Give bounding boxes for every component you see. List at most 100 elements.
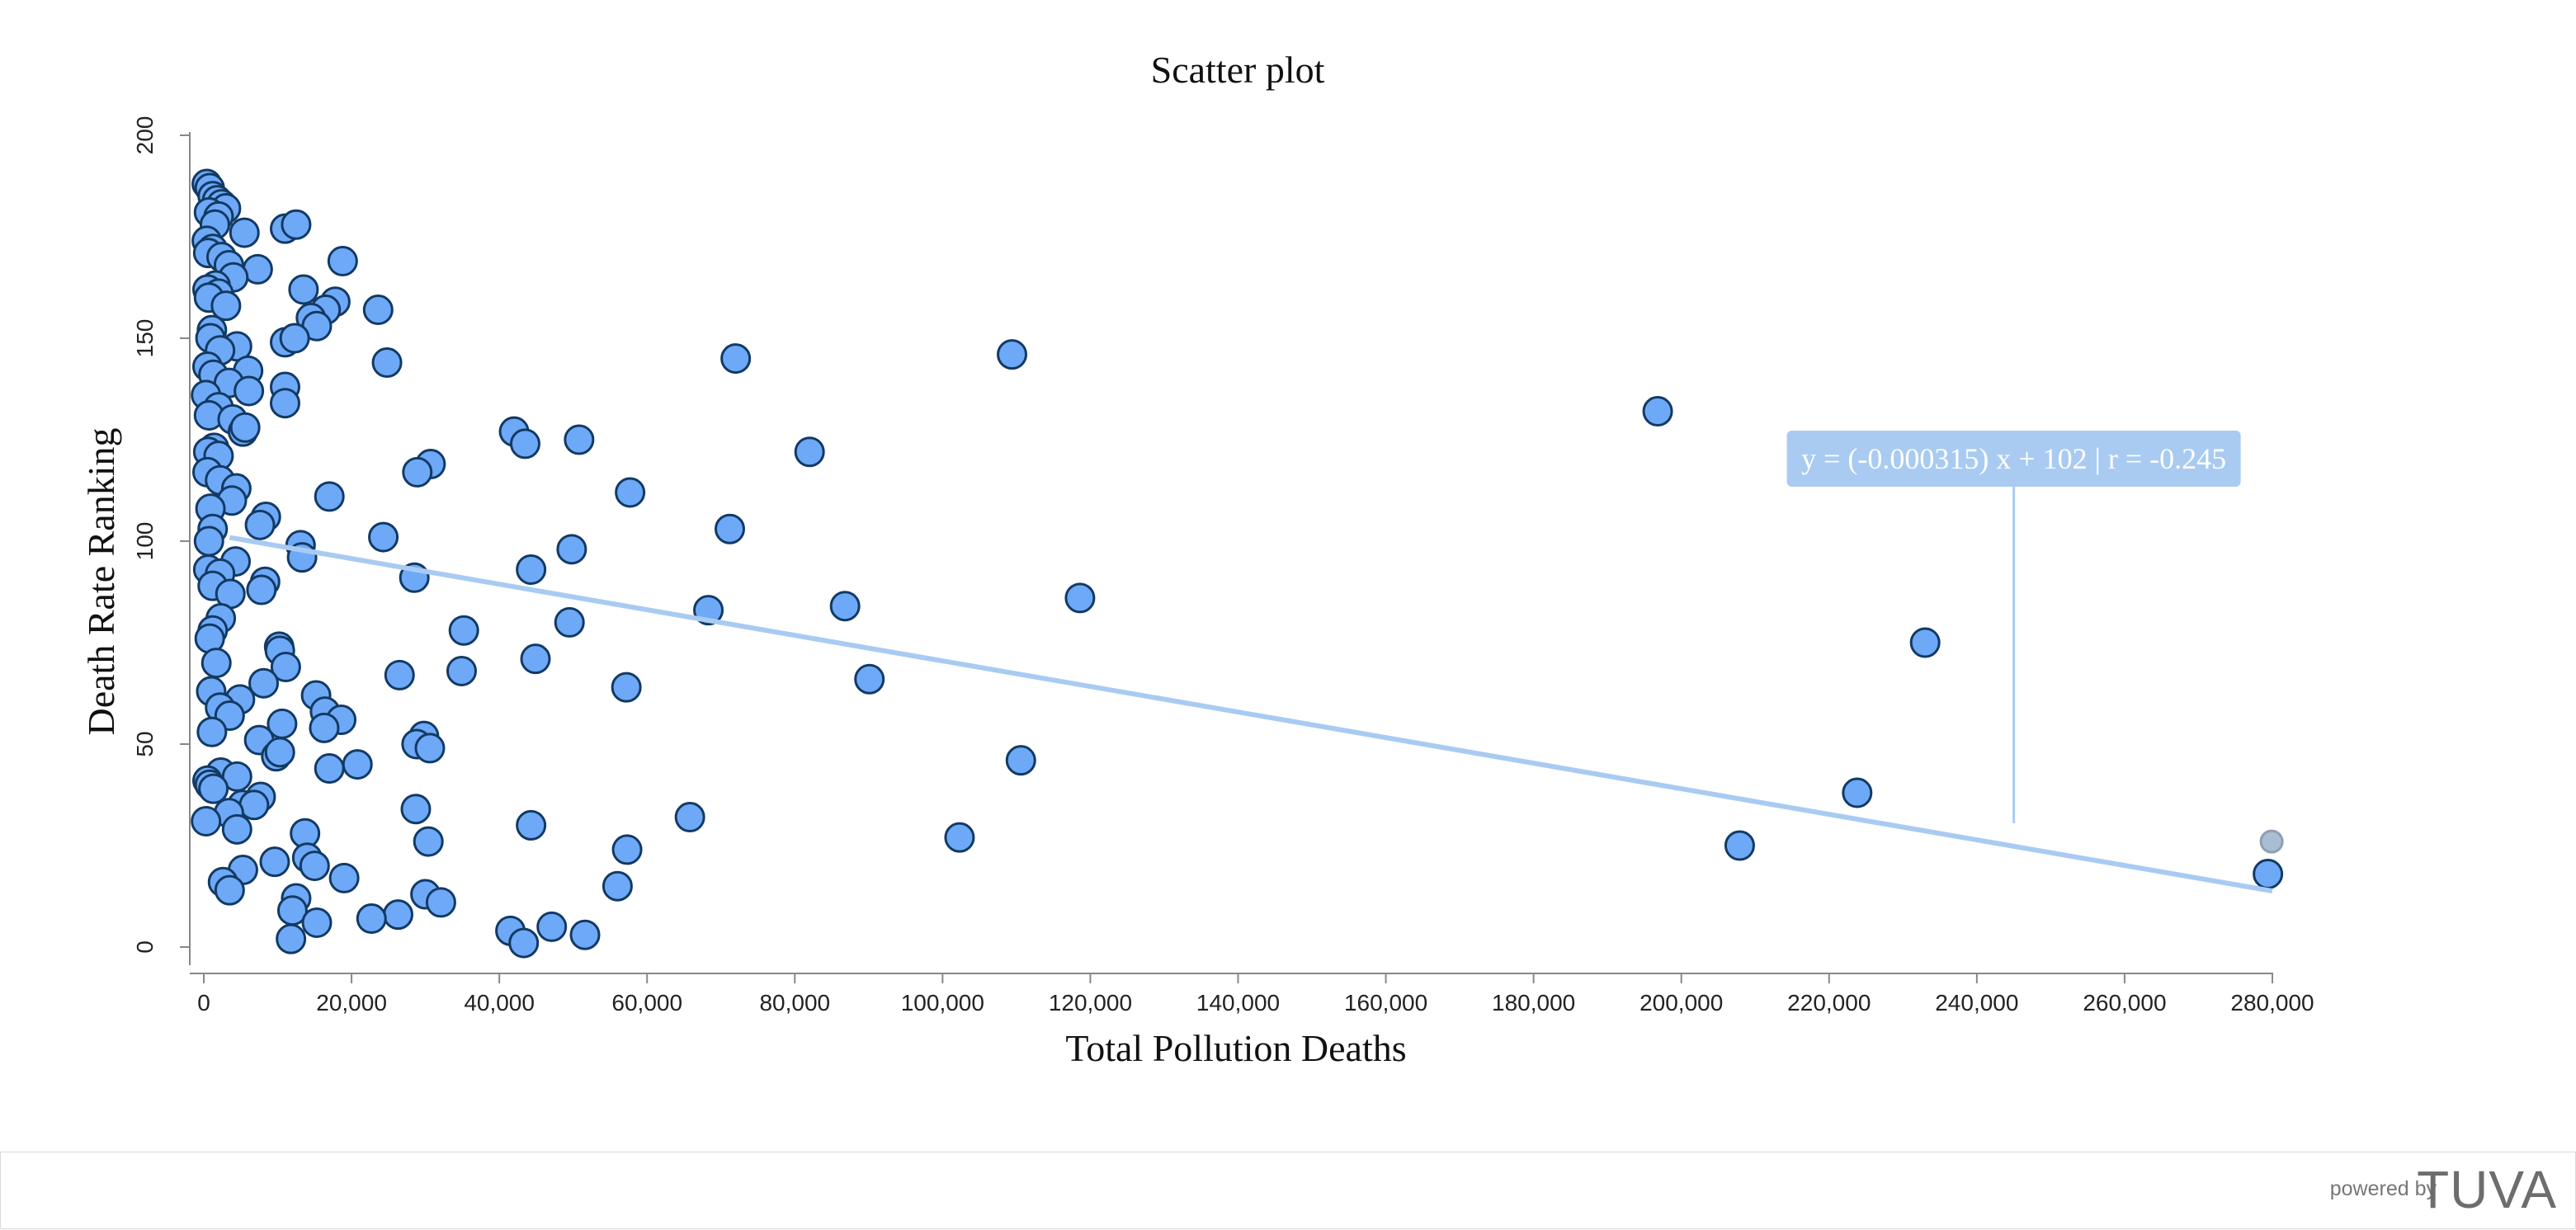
data-point[interactable] — [301, 907, 333, 938]
data-point[interactable] — [229, 217, 260, 248]
chart-title: Scatter plot — [1151, 49, 1325, 91]
data-point[interactable] — [2253, 858, 2284, 889]
data-point[interactable] — [342, 749, 373, 780]
data-point[interactable] — [674, 802, 705, 833]
data-point[interactable] — [1642, 396, 1673, 427]
data-point[interactable] — [829, 591, 861, 622]
trend-equation-box[interactable] — [1786, 431, 2241, 487]
data-point[interactable] — [368, 521, 399, 553]
data-point[interactable] — [276, 923, 307, 954]
data-point[interactable] — [414, 733, 446, 764]
data-point[interactable] — [221, 761, 252, 792]
x-tick-label: 140,000 — [1196, 990, 1280, 1016]
data-point[interactable] — [264, 737, 295, 768]
data-point[interactable] — [554, 606, 585, 638]
x-tick-label: 100,000 — [901, 990, 984, 1016]
powered-by-text: powered by — [2329, 1177, 2437, 1200]
data-point[interactable] — [269, 388, 300, 419]
data-point[interactable] — [327, 246, 358, 277]
data-point[interactable] — [569, 919, 601, 950]
data-point[interactable] — [314, 753, 345, 785]
data-point[interactable] — [508, 927, 540, 959]
data-point[interactable] — [1064, 582, 1096, 614]
data-point[interactable] — [402, 456, 433, 488]
data-point[interactable] — [854, 663, 885, 695]
footer: powered by TUVA — [0, 1152, 2576, 1229]
data-point[interactable] — [193, 525, 224, 557]
x-tick-label: 0 — [197, 990, 210, 1016]
x-tick-label: 160,000 — [1344, 990, 1427, 1016]
data-point[interactable] — [191, 805, 222, 836]
data-point[interactable] — [556, 534, 587, 565]
data-point[interactable] — [259, 846, 290, 878]
y-tick-label: 0 — [132, 940, 158, 954]
data-point[interactable] — [1842, 777, 1873, 808]
data-point[interactable] — [425, 887, 456, 918]
y-tick-label: 200 — [132, 116, 158, 155]
data-point[interactable] — [371, 347, 403, 379]
data-point[interactable] — [1005, 745, 1036, 776]
data-point[interactable] — [516, 809, 547, 841]
data-point[interactable] — [509, 428, 540, 459]
data-point[interactable] — [270, 652, 301, 683]
data-point[interactable] — [602, 870, 633, 902]
data-point[interactable] — [288, 274, 319, 305]
data-point[interactable] — [201, 648, 232, 679]
data-point[interactable] — [1724, 830, 1755, 861]
trend-equation-label: y = (-0.000315) x + 102 | r = -0.245 — [1801, 442, 2226, 475]
data-point[interactable] — [1909, 627, 1941, 658]
data-point[interactable] — [279, 323, 310, 354]
data-point[interactable] — [196, 716, 228, 747]
data-point[interactable] — [720, 343, 752, 375]
data-point[interactable] — [299, 851, 330, 882]
data-point[interactable] — [944, 822, 975, 853]
data-point[interactable] — [384, 659, 415, 690]
data-point[interactable] — [246, 574, 277, 606]
data-point[interactable] — [309, 712, 340, 743]
x-tick-label: 120,000 — [1049, 990, 1132, 1016]
data-point[interactable] — [244, 509, 276, 540]
data-point[interactable] — [382, 899, 413, 931]
data-point[interactable] — [446, 655, 477, 686]
data-point[interactable] — [356, 903, 387, 935]
data-point[interactable] — [516, 554, 547, 585]
data-point[interactable] — [234, 375, 265, 407]
tuva-logo: TUVA — [2417, 1160, 2557, 1219]
data-point[interactable] — [362, 295, 394, 326]
x-tick-label: 240,000 — [1935, 990, 2018, 1016]
data-point[interactable] — [248, 667, 280, 699]
data-point[interactable] — [210, 290, 242, 322]
data-point[interactable] — [794, 436, 825, 468]
data-point[interactable] — [314, 481, 345, 512]
data-point[interactable] — [221, 813, 252, 845]
y-tick-label: 150 — [132, 319, 158, 358]
data-point[interactable] — [214, 874, 245, 906]
data-point[interactable] — [238, 789, 270, 821]
x-tick-label: 280,000 — [2230, 990, 2314, 1016]
data-point[interactable] — [400, 794, 432, 825]
x-tick-label: 180,000 — [1492, 990, 1575, 1016]
y-ticks: 0 50 100 150 200 — [132, 116, 190, 954]
data-points — [191, 168, 2284, 959]
drag-handle-point[interactable] — [2259, 829, 2284, 854]
data-point[interactable] — [564, 424, 595, 455]
data-point[interactable] — [198, 773, 229, 804]
data-point[interactable] — [520, 643, 551, 675]
data-point[interactable] — [229, 412, 261, 443]
axes — [189, 132, 2273, 974]
x-tick-label: 220,000 — [1787, 990, 1871, 1016]
x-tick-label: 260,000 — [2083, 990, 2166, 1016]
data-point[interactable] — [997, 339, 1028, 370]
data-point[interactable] — [448, 615, 479, 646]
data-point[interactable] — [611, 672, 642, 703]
data-point[interactable] — [328, 862, 360, 893]
data-point[interactable] — [611, 834, 643, 865]
y-axis-title: Death Rate Ranking — [80, 427, 122, 735]
data-point[interactable] — [536, 911, 568, 942]
data-point[interactable] — [281, 209, 312, 240]
data-point[interactable] — [714, 513, 745, 544]
data-point[interactable] — [615, 477, 646, 508]
x-ticks: 0 20,000 40,000 60,000 80,000 100,000 120,000 1… — [197, 973, 2314, 1016]
trend-line[interactable] — [229, 535, 2273, 894]
data-point[interactable] — [413, 826, 444, 857]
